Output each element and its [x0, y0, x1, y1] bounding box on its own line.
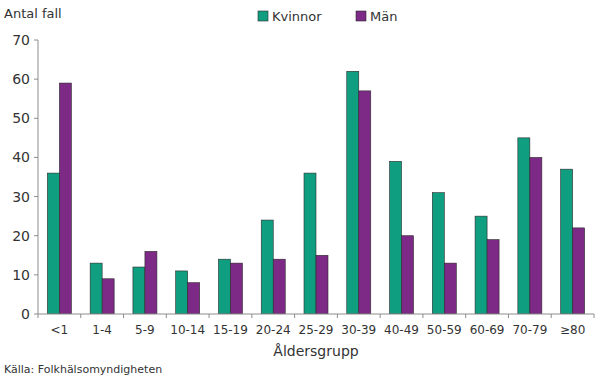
x-tick — [422, 314, 423, 318]
legend-label: Kvinnor — [272, 9, 322, 24]
y-axis — [38, 40, 39, 314]
x-tick — [337, 314, 338, 318]
bar — [176, 271, 188, 314]
x-tick-label: 60-69 — [470, 323, 505, 337]
bar — [133, 267, 145, 314]
x-tick-label: 5-9 — [135, 323, 155, 337]
bar — [518, 138, 530, 314]
x-tick — [38, 314, 39, 318]
bar — [561, 169, 573, 314]
y-tick — [34, 157, 38, 158]
bar — [444, 263, 456, 314]
x-tick — [508, 314, 509, 318]
x-tick-label: 40-49 — [384, 323, 419, 337]
y-tick-label: 20 — [12, 228, 30, 244]
x-tick — [594, 314, 595, 318]
y-tick — [34, 314, 38, 315]
bar — [402, 236, 414, 314]
bar — [90, 263, 102, 314]
x-tick — [209, 314, 210, 318]
bars — [47, 71, 584, 314]
x-tick — [166, 314, 167, 318]
y-tick — [34, 118, 38, 119]
x-tick — [465, 314, 466, 318]
source: Källa: Folkhälsomyndigheten — [4, 363, 162, 376]
x-tick-label: 20-24 — [256, 323, 291, 337]
bar — [316, 255, 328, 314]
y-tick-label: 70 — [12, 32, 30, 48]
x-tick — [294, 314, 295, 318]
y-tick — [34, 274, 38, 275]
bar — [573, 228, 585, 314]
x-tick-label: 30-39 — [341, 323, 376, 337]
y-tick-label: 50 — [12, 110, 30, 126]
x-tick-label: ≥80 — [560, 323, 585, 337]
bar — [273, 259, 285, 314]
bar — [59, 83, 71, 314]
x-tick-label: 50-59 — [427, 323, 462, 337]
bar — [102, 279, 114, 314]
y-tick — [34, 79, 38, 80]
y-tick-label: 30 — [12, 189, 30, 205]
y-axis-label: Antal fall — [4, 6, 62, 21]
legend-swatch — [356, 11, 366, 21]
bar — [487, 240, 499, 314]
x-axis-label: Åldersgrupp — [273, 343, 358, 359]
x-tick-label: <1 — [51, 323, 69, 337]
bar — [261, 220, 273, 314]
x-tick-label: 10-14 — [170, 323, 205, 337]
y-tick-label: 60 — [12, 71, 30, 87]
bar — [347, 71, 359, 314]
x-tick — [551, 314, 552, 318]
x-tick-label: 25-29 — [299, 323, 334, 337]
bar — [145, 251, 157, 314]
x-tick — [80, 314, 81, 318]
bar — [188, 283, 200, 314]
x-tick — [380, 314, 381, 318]
y-tick — [34, 235, 38, 236]
x-axis — [38, 314, 594, 315]
chart: 0 10 20 30 40 50 60 70 <1 1-4 5-9 10-14 15-19 20-24 25… — [0, 0, 605, 378]
bar — [432, 193, 444, 314]
bar — [47, 173, 59, 314]
x-tick — [251, 314, 252, 318]
legend-label: Män — [370, 9, 397, 24]
bar — [218, 259, 230, 314]
legend-swatch — [258, 11, 268, 21]
y-tick — [34, 40, 38, 41]
y-tick-label: 0 — [21, 306, 30, 322]
bar — [390, 161, 402, 314]
x-tick-label: 70-79 — [512, 323, 547, 337]
y-tick-label: 40 — [12, 149, 30, 165]
y-tick — [34, 196, 38, 197]
x-tick-label: 15-19 — [213, 323, 248, 337]
x-tick — [123, 314, 124, 318]
x-tick-label: 1-4 — [92, 323, 112, 337]
bar — [475, 216, 487, 314]
bar — [304, 173, 316, 314]
bar — [359, 91, 371, 314]
bar — [530, 157, 542, 314]
bar — [230, 263, 242, 314]
y-tick-label: 10 — [12, 267, 30, 283]
